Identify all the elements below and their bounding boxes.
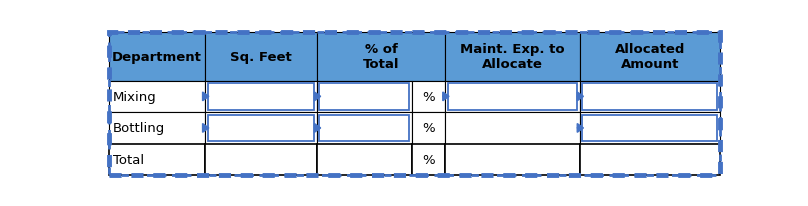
Text: %: % <box>422 90 435 103</box>
FancyArrow shape <box>203 92 208 101</box>
Bar <box>411 81 445 113</box>
Bar <box>205 33 317 81</box>
Bar <box>317 113 411 144</box>
Text: Allocated
Amount: Allocated Amount <box>615 43 685 71</box>
Bar <box>445 113 579 144</box>
Bar <box>579 81 720 113</box>
Bar <box>317 81 411 113</box>
Bar <box>411 113 445 144</box>
FancyArrow shape <box>577 92 583 101</box>
Bar <box>317 144 411 176</box>
Bar <box>579 33 720 81</box>
Bar <box>445 33 579 81</box>
Bar <box>445 81 579 113</box>
Bar <box>411 144 445 176</box>
Bar <box>208 115 314 142</box>
Bar <box>583 84 718 110</box>
Bar <box>208 84 314 110</box>
FancyArrow shape <box>577 124 583 133</box>
Text: Sq. Feet: Sq. Feet <box>230 50 292 63</box>
Bar <box>108 33 205 81</box>
Text: Department: Department <box>112 50 202 63</box>
Bar <box>108 144 205 176</box>
Bar <box>205 113 317 144</box>
Text: %: % <box>422 122 435 135</box>
Bar <box>108 81 205 113</box>
Bar <box>583 115 718 142</box>
Bar <box>205 81 317 113</box>
Bar <box>319 115 409 142</box>
Text: % of
Total: % of Total <box>363 43 399 71</box>
Bar <box>579 113 720 144</box>
Bar <box>108 113 205 144</box>
Bar <box>579 144 720 176</box>
FancyArrow shape <box>203 124 208 133</box>
Text: Mixing: Mixing <box>113 90 157 103</box>
Text: Maint. Exp. to
Allocate: Maint. Exp. to Allocate <box>461 43 565 71</box>
Bar <box>445 144 579 176</box>
Bar <box>448 84 577 110</box>
Bar <box>319 84 409 110</box>
Text: %: % <box>422 153 435 166</box>
Bar <box>317 33 445 81</box>
Text: Bottling: Bottling <box>113 122 165 135</box>
FancyArrow shape <box>443 92 449 101</box>
Bar <box>205 144 317 176</box>
Text: Total: Total <box>113 153 144 166</box>
FancyArrow shape <box>314 124 321 133</box>
FancyArrow shape <box>314 92 321 101</box>
